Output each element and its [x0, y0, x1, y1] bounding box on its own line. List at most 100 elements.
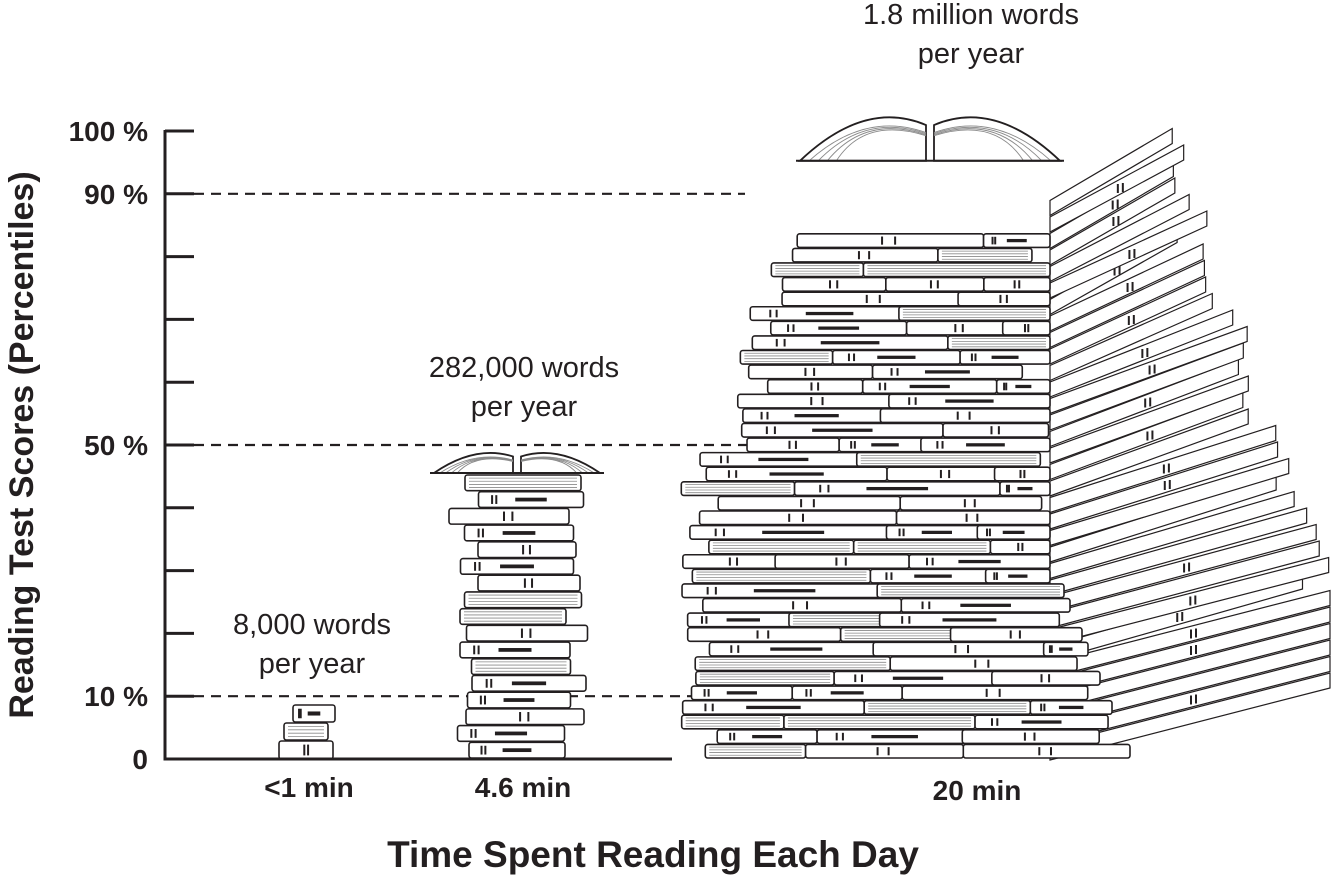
book: [704, 743, 807, 759]
annotation-1-line-1: 8,000 words: [233, 609, 391, 641]
book: [681, 583, 888, 599]
book: [879, 408, 1051, 424]
book: [459, 607, 567, 626]
book: [947, 335, 1051, 351]
annotation-2-line-2: per year: [471, 391, 578, 423]
annotation-2-line-1: 282,000 words: [429, 352, 619, 384]
book: [898, 305, 1051, 322]
book: [983, 276, 1051, 292]
book: [831, 349, 961, 365]
book: [682, 553, 786, 570]
book: [466, 691, 572, 709]
reference-lines: [194, 192, 750, 698]
book: [885, 276, 985, 292]
book: [959, 349, 1051, 365]
book: [993, 466, 1051, 482]
book: [746, 437, 840, 453]
book: [694, 656, 892, 672]
book: [456, 724, 566, 743]
book: [905, 320, 1014, 336]
book: [989, 539, 1051, 555]
front-spines: [680, 233, 1131, 759]
book: [793, 481, 1001, 497]
book: [995, 378, 1051, 395]
book-stack-2: [430, 452, 604, 759]
book: [816, 729, 974, 745]
book: [691, 568, 872, 584]
book: [885, 524, 989, 540]
y-axis-label: Reading Test Scores (Percentiles): [3, 171, 41, 718]
book: [717, 495, 902, 511]
y-tick-label: 50 %: [84, 430, 148, 461]
book: [861, 378, 998, 395]
book: [899, 495, 1043, 511]
book: [769, 320, 908, 336]
book: [974, 714, 1109, 730]
book: [465, 708, 585, 726]
book: [863, 699, 1032, 716]
book: [686, 626, 842, 643]
book: [838, 437, 932, 453]
book: [876, 583, 1065, 599]
annotation-3: 1.8 million words per year: [863, 0, 1079, 70]
book: [888, 393, 1051, 409]
book: [1029, 699, 1113, 716]
book: [900, 597, 1071, 613]
book: [976, 524, 1051, 540]
book: [686, 612, 800, 628]
book: [477, 541, 577, 559]
annotation-1: 8,000 words per year: [233, 609, 391, 680]
book: [477, 490, 585, 509]
book: [470, 657, 572, 676]
book: [747, 364, 874, 380]
book: [705, 466, 888, 482]
book: [781, 276, 887, 292]
book: [908, 553, 1051, 570]
book: [742, 408, 892, 424]
book: [459, 641, 571, 659]
book: [949, 626, 1083, 643]
back-pile: [1049, 127, 1331, 761]
book: [708, 539, 855, 555]
book: [689, 524, 898, 540]
x-axis-label: Time Spent Reading Each Day: [387, 834, 919, 875]
book: [962, 743, 1131, 759]
book: [878, 612, 1061, 628]
book: [833, 670, 1003, 686]
book: [739, 349, 834, 365]
book: [465, 624, 589, 642]
book: [999, 481, 1051, 497]
category-label-3: 20 min: [933, 775, 1022, 806]
book: [1001, 320, 1051, 336]
book: [681, 699, 866, 716]
y-axis: 0 10 % 50 % 90 % 100 %: [69, 116, 672, 775]
book: [702, 597, 903, 613]
book: [852, 539, 992, 555]
book: [796, 233, 985, 249]
book: [862, 262, 1051, 278]
book: [774, 553, 910, 570]
annotation-1-line-2: per year: [259, 648, 366, 680]
book: [781, 291, 969, 307]
book: [984, 568, 1051, 584]
book: [895, 510, 1051, 526]
y-tick-label: 10 %: [84, 681, 148, 712]
book: [690, 685, 794, 701]
open-book-2: [430, 452, 604, 474]
book: [770, 262, 865, 278]
book: [942, 422, 1050, 438]
book: [708, 641, 884, 657]
book-stacks: [278, 116, 1331, 761]
book-stack-1: [278, 704, 336, 760]
book: [698, 510, 898, 526]
book: [278, 740, 334, 760]
book: [791, 247, 939, 263]
book: [463, 524, 575, 542]
book: [886, 466, 1006, 482]
book: [961, 729, 1101, 745]
book: [839, 626, 962, 643]
book-stack-3: [680, 116, 1331, 761]
book: [468, 741, 566, 759]
book: [766, 378, 864, 395]
book: [982, 233, 1051, 249]
